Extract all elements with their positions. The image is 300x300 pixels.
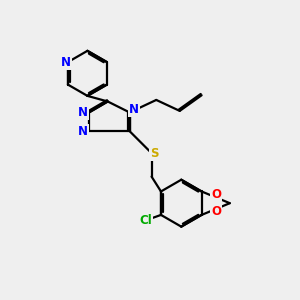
Text: N: N	[129, 103, 140, 116]
Text: N: N	[78, 106, 88, 119]
Text: N: N	[61, 56, 71, 69]
Text: O: O	[211, 188, 221, 201]
Text: S: S	[150, 147, 159, 160]
Text: Cl: Cl	[139, 214, 152, 227]
Text: N: N	[78, 125, 88, 138]
Text: O: O	[211, 205, 221, 218]
